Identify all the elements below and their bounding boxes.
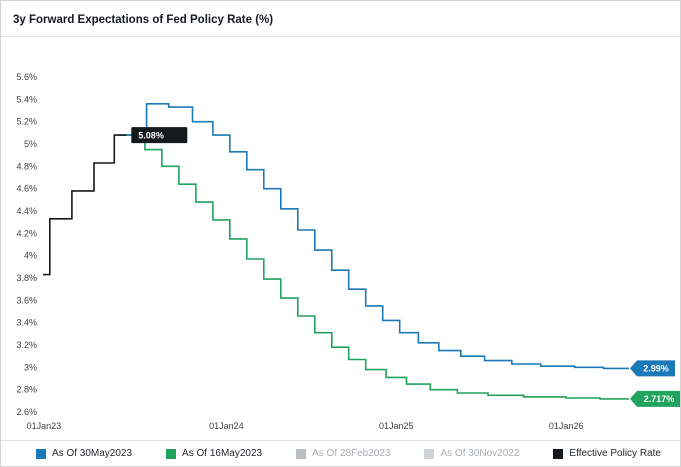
y-tick-label: 3.8%: [16, 273, 37, 283]
legend-item-asof-30nov2022[interactable]: As Of 30Nov2022: [424, 448, 519, 459]
y-tick-label: 5%: [24, 139, 37, 149]
legend-label: Effective Policy Rate: [569, 448, 661, 459]
legend-item-effective-policy-rate[interactable]: Effective Policy Rate: [553, 448, 661, 459]
y-tick-label: 4%: [24, 251, 37, 261]
x-tick-label: 01Jan24: [209, 421, 244, 431]
last-value-label: 2.99%: [643, 363, 669, 373]
forward-rate-step-chart[interactable]: 2.6% 2.8% 3% 3.2% 3.4% 3.6% 3.8% 4% 4.2% 4.4% 4.6%…: [1, 37, 681, 439]
legend-label: As Of 28Feb2023: [312, 448, 391, 459]
y-tick-label: 5.2%: [16, 117, 37, 127]
y-tick-label: 5.6%: [16, 72, 37, 82]
last-value-label: 2.717%: [644, 394, 675, 404]
y-tick-label: 5.4%: [16, 94, 37, 104]
legend-swatch-black: [553, 448, 564, 459]
annotation-chip: [131, 127, 188, 144]
x-tick-label: 01Jan25: [379, 421, 414, 431]
series-line-as-of-16may2023: [119, 134, 629, 400]
legend-label: As Of 30Nov2022: [440, 448, 520, 459]
y-tick-label: 4.6%: [16, 184, 37, 194]
legend-item-asof-16may2023[interactable]: As Of 16May2023: [166, 448, 262, 459]
y-tick-label: 3.2%: [16, 340, 37, 350]
series-line-as-of-30may2023: [126, 103, 629, 370]
legend-swatch-blue: [36, 448, 46, 459]
y-tick-label: 4.4%: [16, 206, 37, 216]
legend-item-asof-30may2023[interactable]: As Of 30May2023: [36, 448, 132, 459]
y-tick-label: 2.8%: [16, 385, 37, 395]
y-tick-label: 3.4%: [16, 318, 37, 328]
last-value-tag: [630, 360, 675, 377]
series-line-effective-policy-rate: [43, 134, 127, 276]
last-value-tag: [630, 390, 680, 407]
y-tick-label: 3.6%: [16, 295, 37, 305]
x-tick-label: 01Jan26: [549, 421, 584, 431]
chart-title: 3y Forward Expectations of Fed Policy Ra…: [13, 14, 274, 26]
chart-area[interactable]: 2.6% 2.8% 3% 3.2% 3.4% 3.6% 3.8% 4% 4.2% 4.4% 4.6%…: [1, 37, 680, 440]
legend-item-asof-28feb2023[interactable]: As Of 28Feb2023: [296, 448, 390, 459]
title-bar: 3y Forward Expectations of Fed Policy Ra…: [1, 1, 680, 37]
legend-label: As Of 30May2023: [52, 448, 133, 459]
legend-swatch-gray: [296, 448, 307, 459]
chart-legend: As Of 30May2023 As Of 16May2023 As Of 28…: [1, 440, 680, 466]
legend-label: As Of 16May2023: [182, 448, 263, 459]
y-tick-label: 2.6%: [16, 407, 37, 417]
annotation-label: 5.08%: [138, 131, 164, 141]
y-tick-label: 4.2%: [16, 228, 37, 238]
legend-swatch-green: [166, 448, 177, 459]
y-tick-label: 4.8%: [16, 161, 37, 171]
x-tick-label: 01Jan23: [27, 421, 62, 431]
y-tick-label: 3%: [24, 362, 37, 372]
legend-swatch-lightgray: [424, 448, 435, 459]
